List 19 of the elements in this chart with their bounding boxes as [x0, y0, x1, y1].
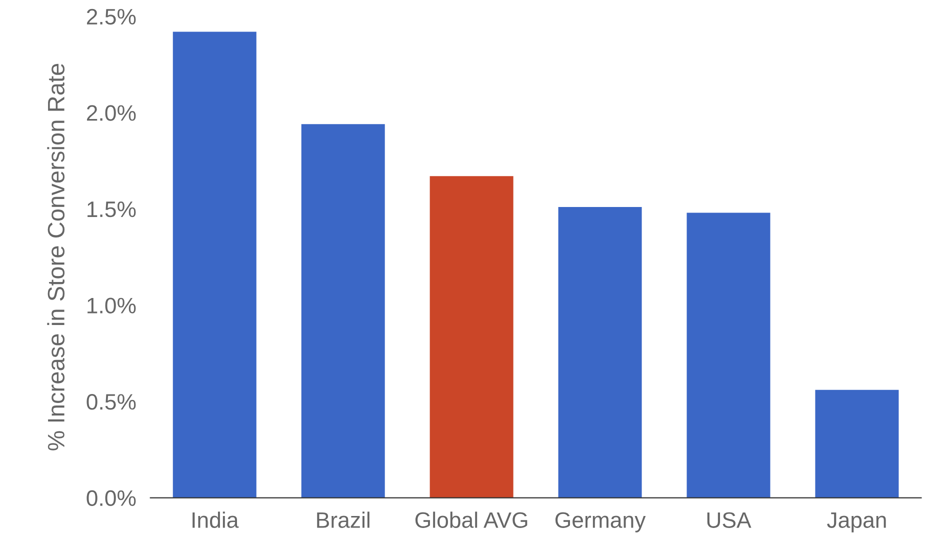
bar	[815, 390, 899, 498]
y-tick-label: 1.5%	[88, 202, 136, 218]
bar	[301, 124, 385, 498]
bar	[172, 32, 256, 498]
y-tick-label: 2.5%	[86, 8, 136, 25]
bar	[686, 212, 770, 498]
y-tick-label: 0.5%	[86, 394, 136, 410]
y-tick-label: 1.0%	[88, 298, 136, 314]
x-tick-label: India	[192, 512, 239, 528]
x-tick-label: Brazil	[317, 512, 370, 528]
bar	[558, 206, 642, 498]
y-tick-label: 2.0%	[86, 105, 136, 121]
y-axis-title: % Increase in Store Conversion Rate	[47, 64, 65, 450]
x-tick-label: Germany	[555, 512, 646, 532]
x-tick-label: USA	[707, 512, 752, 528]
y-tick-label: 0.0%	[86, 490, 136, 506]
x-tick-label: Global AVG	[415, 512, 528, 528]
bar	[430, 176, 514, 498]
x-tick-label: Japan	[827, 512, 886, 532]
